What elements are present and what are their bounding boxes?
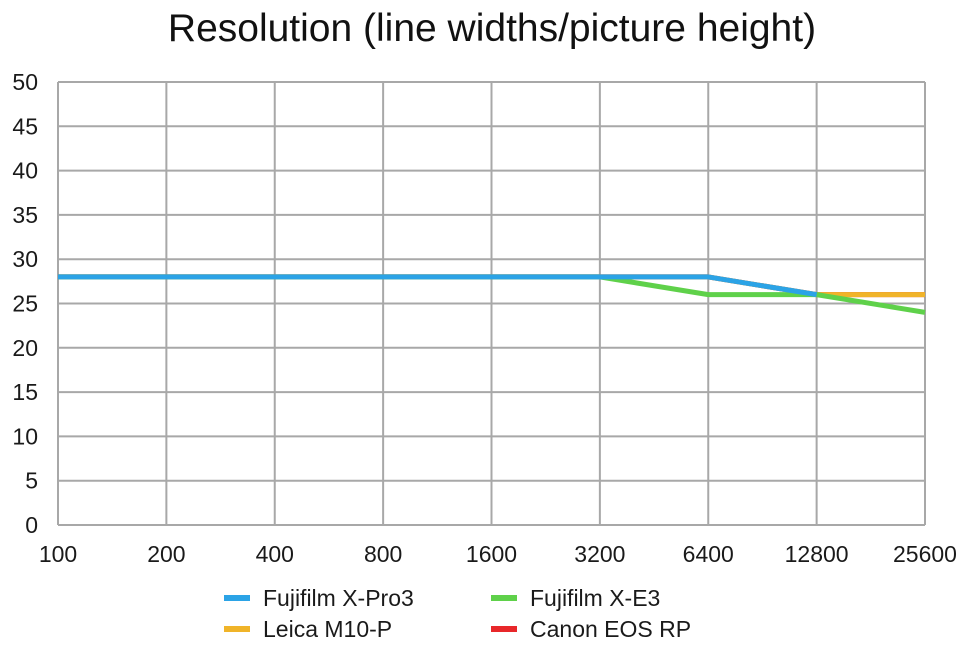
- y-tick-label: 10: [12, 423, 38, 449]
- series-line-fujifilm-x-pro3: [58, 274, 818, 298]
- x-tick-label: 25600: [893, 541, 957, 567]
- legend: Fujifilm X-Pro3 Fujifilm X-E3 Leica M10-P C…: [224, 585, 691, 642]
- legend-swatch-fujifilm-x-pro3: [224, 595, 250, 601]
- x-tick-label: 200: [147, 541, 185, 567]
- legend-label-fujifilm-x-e3: Fujifilm X-E3: [530, 585, 660, 611]
- y-tick-label: 50: [12, 69, 38, 95]
- legend-label-canon-eos-rp: Canon EOS RP: [530, 616, 691, 642]
- x-tick-label: 100: [39, 541, 77, 567]
- x-tick-label: 12800: [785, 541, 849, 567]
- x-tick-label: 400: [256, 541, 294, 567]
- y-tick-label: 15: [12, 379, 38, 405]
- x-tick-label: 800: [364, 541, 402, 567]
- y-axis-ticks: 0 5 10 15 20 25 30 35 40 45 50: [12, 69, 38, 538]
- chart-title: Resolution (line widths/picture height): [168, 7, 816, 50]
- legend-label-leica-m10-p: Leica M10-P: [263, 616, 392, 642]
- legend-swatch-fujifilm-x-e3: [491, 595, 517, 601]
- x-tick-label: 6400: [683, 541, 734, 567]
- grid: [57, 81, 926, 526]
- x-axis-ticks: 100 200 400 800 1600 3200 6400 12800 25600: [39, 541, 957, 567]
- x-tick-label: 1600: [466, 541, 517, 567]
- series-lines: [58, 274, 926, 315]
- legend-swatch-leica-m10-p: [224, 626, 250, 632]
- y-tick-label: 5: [25, 468, 38, 494]
- legend-swatch-canon-eos-rp: [491, 626, 517, 632]
- y-tick-label: 45: [12, 113, 38, 139]
- y-tick-label: 20: [12, 335, 38, 361]
- x-tick-label: 3200: [574, 541, 625, 567]
- y-tick-label: 35: [12, 202, 38, 228]
- y-tick-label: 25: [12, 291, 38, 317]
- legend-label-fujifilm-x-pro3: Fujifilm X-Pro3: [263, 585, 414, 611]
- y-tick-label: 30: [12, 246, 38, 272]
- y-tick-label: 0: [25, 512, 38, 538]
- y-tick-label: 40: [12, 158, 38, 184]
